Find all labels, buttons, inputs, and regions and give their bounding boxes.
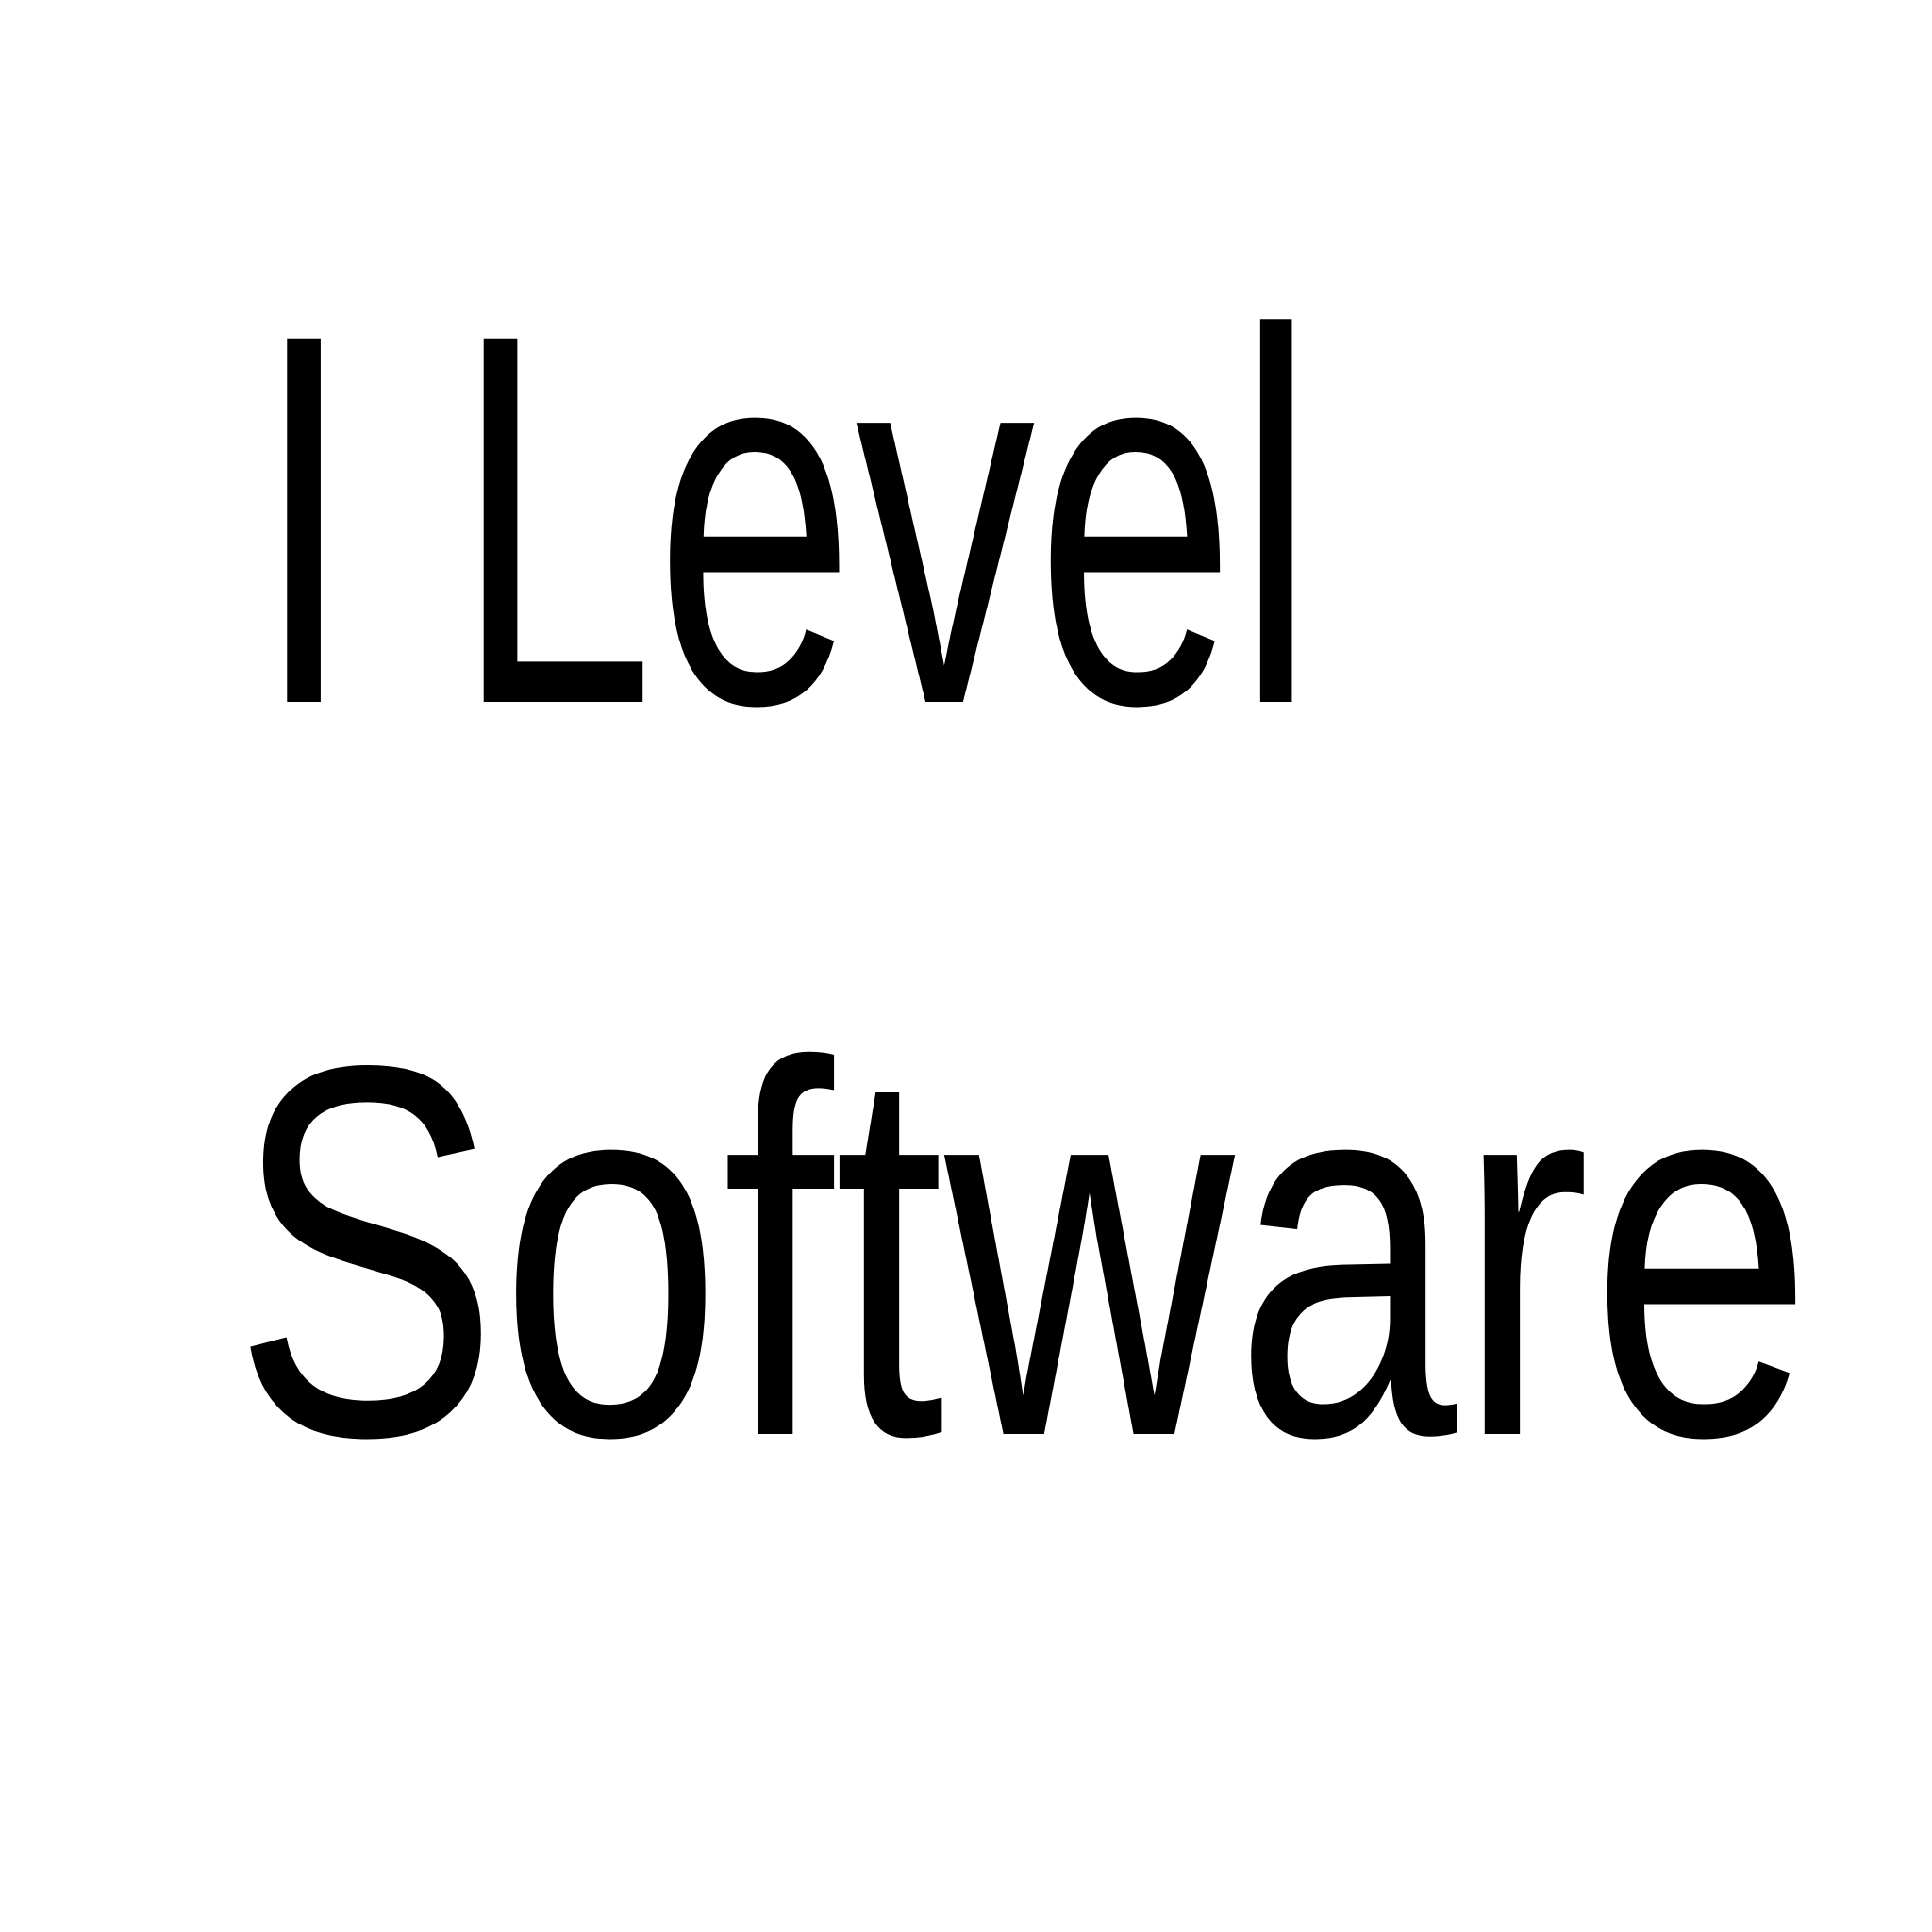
logo-line: Software (232, 956, 1813, 1546)
logo-line: I Level (254, 224, 1316, 814)
